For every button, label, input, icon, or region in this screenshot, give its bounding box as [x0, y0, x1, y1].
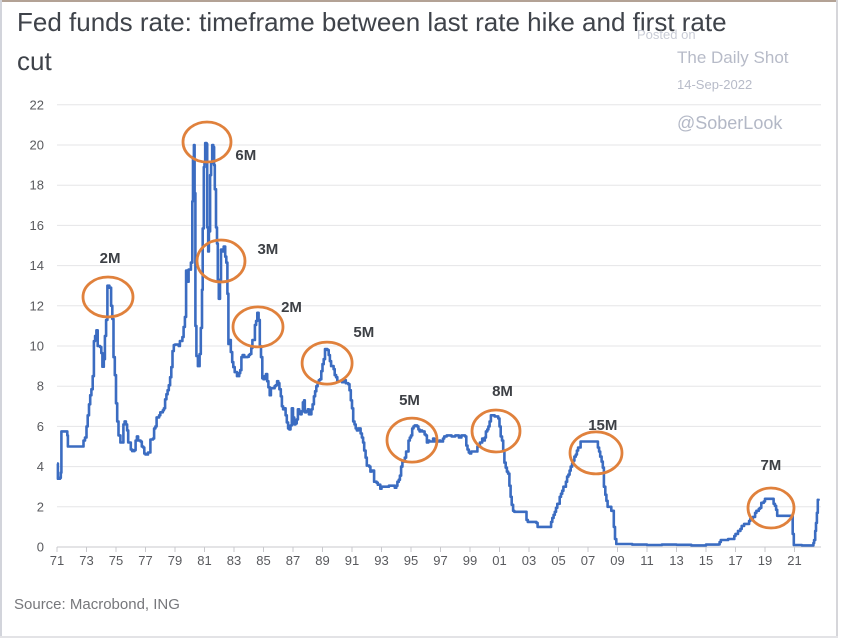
x-tick-label: 81 — [197, 553, 211, 568]
y-tick-label: 20 — [30, 138, 44, 153]
x-tick-label: 71 — [50, 553, 64, 568]
x-tick-label: 03 — [522, 553, 536, 568]
y-tick-label: 14 — [30, 258, 44, 273]
page-title-line2: cut — [17, 46, 52, 76]
x-tick-label: 93 — [374, 553, 388, 568]
frame-border-top — [0, 0, 838, 2]
x-tick-label: 79 — [168, 553, 182, 568]
peak-duration-label: 6M — [235, 147, 256, 164]
x-tick-label: 09 — [610, 553, 624, 568]
x-tick-label: 21 — [787, 553, 801, 568]
y-tick-label: 10 — [30, 339, 44, 354]
x-tick-label: 19 — [758, 553, 772, 568]
peak-duration-label: 3M — [257, 241, 278, 258]
x-tick-label: 95 — [404, 553, 418, 568]
x-tick-label: 77 — [138, 553, 152, 568]
x-tick-label: 99 — [463, 553, 477, 568]
peak-circle — [746, 486, 796, 530]
y-tick-label: 4 — [37, 459, 44, 474]
twitter-handle: @SoberLook — [677, 113, 783, 133]
peak-duration-label: 5M — [399, 392, 420, 409]
y-tick-label: 0 — [37, 540, 44, 555]
x-tick-label: 11 — [640, 553, 654, 568]
x-tick-label: 87 — [286, 553, 300, 568]
x-tick-label: 07 — [581, 553, 595, 568]
peak-circle — [195, 238, 247, 284]
x-tick-label: 89 — [315, 553, 329, 568]
peak-duration-label: 2M — [100, 250, 121, 267]
y-tick-label: 2 — [37, 499, 44, 514]
x-tick-label: 17 — [728, 553, 742, 568]
peak-circle — [385, 416, 439, 464]
x-tick-label: 73 — [79, 553, 93, 568]
peak-circle — [231, 305, 285, 349]
daily-shot-watermark: The Daily Shot — [677, 48, 789, 67]
posted-on-label: Posted on — [637, 27, 696, 42]
peak-duration-label: 5M — [353, 324, 374, 341]
peak-circle — [181, 120, 233, 164]
peak-circle — [568, 430, 624, 476]
peak-duration-label: 7M — [760, 457, 781, 474]
frame-border-right — [836, 0, 838, 638]
peak-duration-label: 15M — [588, 417, 617, 434]
x-tick-label: 85 — [256, 553, 270, 568]
page-title: Fed funds rate: timeframe between last r… — [17, 3, 797, 81]
x-tick-label: 97 — [433, 553, 447, 568]
peak-circle — [470, 408, 522, 454]
peak-circle — [300, 340, 354, 386]
x-tick-label: 83 — [227, 553, 241, 568]
x-tick-label: 75 — [109, 553, 123, 568]
post-date: 14-Sep-2022 — [677, 77, 753, 92]
y-tick-label: 6 — [37, 419, 44, 434]
y-tick-label: 18 — [30, 178, 44, 193]
x-tick-label: 91 — [345, 553, 359, 568]
y-tick-label: 12 — [30, 298, 44, 313]
x-tick-label: 13 — [669, 553, 683, 568]
y-tick-label: 8 — [37, 379, 44, 394]
frame-border-bottom — [0, 636, 838, 638]
page-title-line1: Fed funds rate: timeframe between last r… — [17, 7, 727, 37]
frame-border-left — [0, 0, 2, 638]
rate-line — [56, 141, 820, 547]
y-tick-label: 22 — [30, 97, 44, 112]
x-tick-label: 01 — [492, 553, 506, 568]
peak-circle — [81, 275, 135, 319]
x-tick-label: 15 — [699, 553, 713, 568]
peak-duration-label: 8M — [492, 383, 513, 400]
y-tick-label: 16 — [30, 218, 44, 233]
peak-duration-label: 2M — [281, 299, 302, 316]
x-tick-label: 05 — [551, 553, 565, 568]
source-note: Source: Macrobond, ING — [14, 596, 180, 613]
